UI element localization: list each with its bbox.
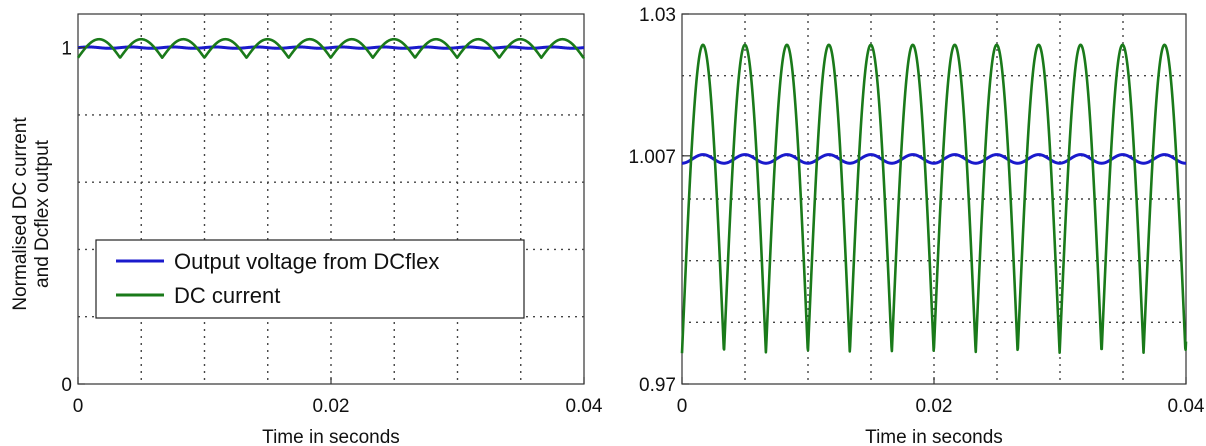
r-x-tick-label: 0 (677, 396, 688, 417)
l-x-tick-label: 0.02 (313, 396, 350, 417)
l-y-tick-label: 1 (61, 39, 72, 60)
left-x-axis-label: Time in seconds (262, 427, 400, 446)
left-plot-frame (77, 13, 585, 385)
r-y-tick-label: 1.007 (628, 147, 676, 168)
left-y-axis-label-line-2: and Dcflex output (32, 139, 53, 288)
right-y-ticks: 0.97 1.007 1.03 (628, 5, 689, 396)
r-x-tick-label: 0.04 (1168, 396, 1205, 417)
right-series (680, 43, 1188, 355)
legend: Output voltage from DCflex DC current (95, 239, 525, 319)
left-series (76, 37, 586, 60)
r-y-tick-label: 0.97 (639, 375, 676, 396)
right-x-axis-label: Time in seconds (865, 427, 1003, 446)
r-y-tick-label: 1.03 (639, 5, 676, 26)
left-y-axis-label-line-1: Normalised DC current (10, 117, 31, 311)
l-y-tick-label: 0 (61, 375, 72, 396)
voltage-series-line-right (680, 153, 1188, 165)
voltage-series-line-left (76, 45, 586, 50)
left-y-ticks: 01 (61, 39, 85, 396)
l-x-tick-label: 0 (73, 396, 84, 417)
right-chart: 0.97 1.007 1.03 0 0.02 0.04 Time in seconds (628, 5, 1204, 446)
legend-label-current: DC current (174, 283, 280, 308)
left-chart: 01 0 0.02 0.04 Time in seconds Normalised … (10, 13, 603, 446)
legend-label-voltage: Output voltage from DCflex (174, 249, 439, 274)
current-series-line-right (680, 43, 1188, 355)
legend-box (95, 239, 525, 319)
l-x-tick-label: 0.04 (566, 396, 603, 417)
current-series-line-left (76, 37, 586, 60)
left-x-ticks: 0 0.02 0.04 (73, 377, 603, 417)
r-x-tick-label: 0.02 (916, 396, 953, 417)
right-x-ticks: 0 0.02 0.04 (677, 377, 1205, 417)
